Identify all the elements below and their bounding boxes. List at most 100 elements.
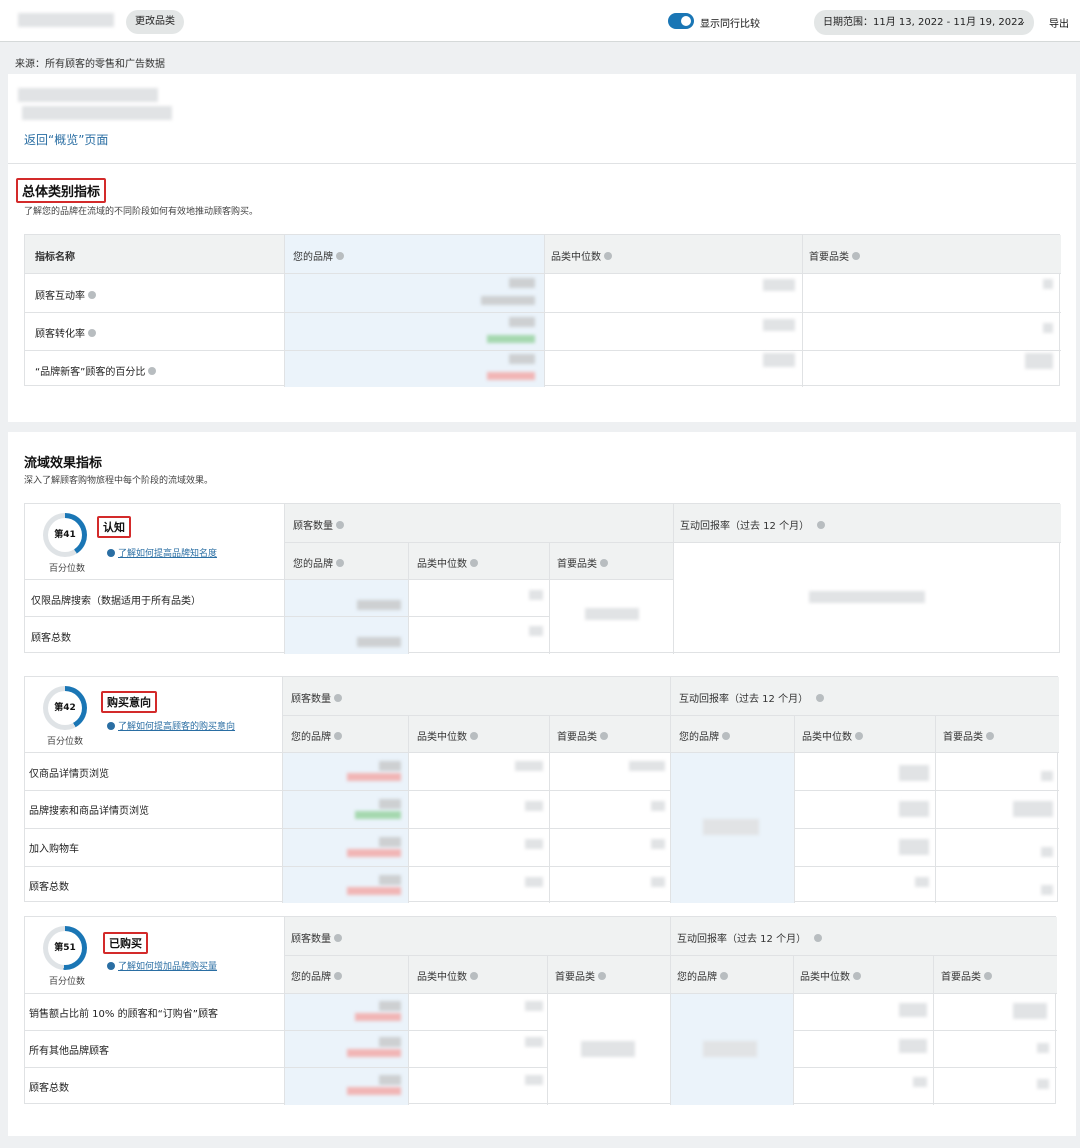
info-icon[interactable] <box>598 972 606 980</box>
top-bar: 更改品类 显示同行比较 日期范围：11月 13, 2022 - 11月 19, … <box>0 0 1080 42</box>
info-icon[interactable] <box>720 972 728 980</box>
percentile-label: 百分位数 <box>47 737 84 747</box>
info-icon[interactable] <box>986 732 994 740</box>
stage-title: 认知 <box>97 516 131 538</box>
info-icon[interactable] <box>722 732 730 740</box>
info-icon[interactable] <box>336 521 344 529</box>
page-subheading-blurred <box>22 106 172 120</box>
col-category-median: 品类中位数 <box>802 728 863 743</box>
table-row: 加入购物车 <box>29 844 79 855</box>
col-engagement-return: 互动回报率（过去 12 个月） <box>680 517 826 532</box>
overall-metrics-subtitle: 了解您的品牌在流域的不同阶段如何有效地推动顾客购买。 <box>24 207 259 217</box>
percentile-ring: 第41 <box>43 513 87 557</box>
learn-more-link[interactable]: 了解如何增加品牌购买量 <box>107 959 217 972</box>
col-your-brand: 您的品牌 <box>677 968 728 983</box>
table-row: “品牌新客”顾客的百分比 <box>35 363 157 378</box>
percentile-ring: 第51 <box>43 926 87 970</box>
col-top-category: 首要品类 <box>557 728 608 743</box>
peer-comparison-toggle[interactable] <box>668 13 694 29</box>
col-customer-count: 顾客数量 <box>293 517 344 532</box>
col-your-brand: 您的品牌 <box>293 555 344 570</box>
table-row: 顾客互动率 <box>35 287 96 302</box>
info-icon[interactable] <box>470 972 478 980</box>
help-icon <box>107 548 115 557</box>
col-customer-count: 顾客数量 <box>291 930 342 945</box>
col-your-brand: 您的品牌 <box>293 248 344 263</box>
col-top-category: 首要品类 <box>943 728 994 743</box>
info-icon[interactable] <box>88 291 96 299</box>
stage-title: 已购买 <box>103 932 148 954</box>
col-category-median: 品类中位数 <box>417 728 478 743</box>
consideration-table: 第42 百分位数 购买意向 了解如何提高顾客的购买意向 顾客数量 互动回报率（过… <box>24 676 1059 903</box>
col-your-brand: 您的品牌 <box>291 728 342 743</box>
percentile-label: 百分位数 <box>49 564 86 574</box>
table-row: 所有其他品牌顾客 <box>29 1046 109 1057</box>
col-top-category: 首要品类 <box>555 968 606 983</box>
info-icon[interactable] <box>853 972 861 980</box>
table-row: 顾客总数 <box>29 882 69 893</box>
info-icon[interactable] <box>855 732 863 740</box>
col-category-median: 品类中位数 <box>800 968 861 983</box>
funnel-metrics-title: 流域效果指标 <box>24 456 103 471</box>
info-icon[interactable] <box>600 732 608 740</box>
data-source-note: 来源：所有顾客的零售和广告数据 <box>15 59 165 70</box>
percentile-ring: 第42 <box>43 686 87 730</box>
table-row: 仅限品牌搜索（数据适用于所有品类） <box>31 596 201 607</box>
percentile-rank: 第41 <box>48 518 82 552</box>
brand-column-highlight <box>284 235 544 387</box>
info-icon[interactable] <box>604 252 612 260</box>
col-category-median: 品类中位数 <box>551 248 612 263</box>
info-icon[interactable] <box>334 934 342 942</box>
percentile-rank: 第42 <box>48 691 82 725</box>
col-top-category: 首要品类 <box>809 248 860 263</box>
back-to-overview-link[interactable]: 返回“概览”页面 <box>24 133 109 147</box>
table-row: 品牌搜索和商品详情页浏览 <box>29 806 149 817</box>
info-icon[interactable] <box>852 252 860 260</box>
table-row: 顾客总数 <box>31 633 71 644</box>
col-your-brand: 您的品牌 <box>291 968 342 983</box>
stage-title: 购买意向 <box>101 691 157 713</box>
funnel-metrics-subtitle: 深入了解顾客购物旅程中每个阶段的流域效果。 <box>24 476 214 486</box>
help-icon <box>107 721 115 730</box>
table-row: 顾客总数 <box>29 1083 69 1094</box>
learn-more-link[interactable]: 了解如何提高顾客的购买意向 <box>107 719 235 732</box>
learn-more-link[interactable]: 了解如何提高品牌知名度 <box>107 546 217 559</box>
change-category-button[interactable]: 更改品类 <box>126 10 184 34</box>
table-row: 仅商品详情页浏览 <box>29 769 109 780</box>
col-engagement-return: 互动回报率（过去 12 个月） <box>677 930 823 945</box>
info-icon[interactable] <box>334 732 342 740</box>
col-your-brand: 您的品牌 <box>679 728 730 743</box>
info-icon[interactable] <box>88 329 96 337</box>
info-icon[interactable] <box>336 559 344 567</box>
date-range-select[interactable]: 日期范围：11月 13, 2022 - 11月 19, 2022 ⌄ <box>814 10 1034 35</box>
info-icon[interactable] <box>336 252 344 260</box>
info-icon[interactable] <box>600 559 608 567</box>
col-top-category: 首要品类 <box>941 968 992 983</box>
help-icon <box>107 961 115 970</box>
info-icon[interactable] <box>334 694 342 702</box>
table-row: 销售额占比前 10% 的顾客和“订购省”顾客 <box>29 1009 218 1020</box>
info-icon[interactable] <box>470 732 478 740</box>
info-icon[interactable] <box>334 972 342 980</box>
peer-comparison-label: 显示同行比较 <box>700 19 760 30</box>
page-heading-blurred <box>18 88 158 102</box>
overall-metrics-table: 指标名称 您的品牌 品类中位数 首要品类 顾客互动率 顾客转化率 “品牌新客”顾… <box>24 234 1061 387</box>
export-button[interactable]: 导出 <box>1049 19 1069 30</box>
percentile-label: 百分位数 <box>49 977 86 987</box>
info-icon[interactable] <box>817 521 826 529</box>
purchase-table: 第51 百分位数 已购买 了解如何增加品牌购买量 顾客数量 互动回报率（过去 1… <box>24 916 1057 1105</box>
percentile-rank: 第51 <box>48 931 82 965</box>
col-engagement-return: 互动回报率（过去 12 个月） <box>679 690 825 705</box>
info-icon[interactable] <box>470 559 478 567</box>
col-category-median: 品类中位数 <box>417 968 478 983</box>
col-category-median: 品类中位数 <box>417 555 478 570</box>
chevron-down-icon: ⌄ <box>1018 17 1026 27</box>
overall-metrics-title: 总体类别指标 <box>16 178 107 203</box>
col-customer-count: 顾客数量 <box>291 690 342 705</box>
info-icon[interactable] <box>816 694 825 702</box>
divider <box>8 163 1076 164</box>
info-icon[interactable] <box>148 367 157 375</box>
info-icon[interactable] <box>814 934 823 942</box>
info-icon[interactable] <box>984 972 992 980</box>
col-metric-name: 指标名称 <box>35 252 75 263</box>
